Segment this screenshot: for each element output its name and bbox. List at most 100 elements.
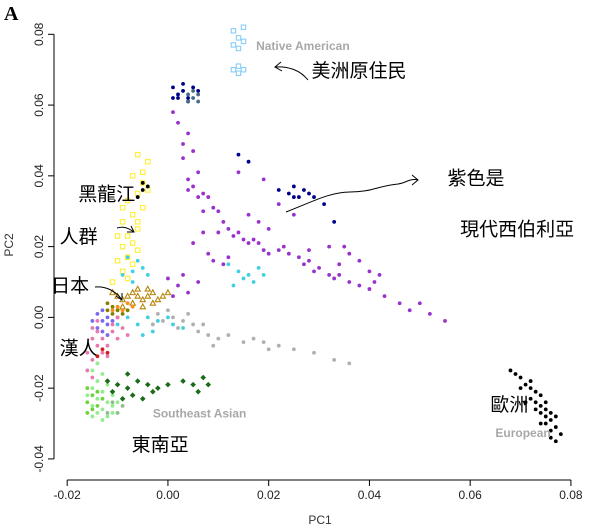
y-tick-label: 0.08: [32, 22, 46, 46]
x-tick-label: -0.02: [54, 488, 82, 502]
data-point: [105, 301, 110, 306]
data-point: [302, 188, 306, 192]
point-group: [105, 400, 125, 415]
data-point: [276, 248, 281, 253]
data-point: [181, 81, 185, 86]
data-point: [312, 195, 316, 199]
data-point: [95, 379, 100, 383]
data-point: [129, 261, 136, 268]
y-tick-label: -0.04: [32, 445, 46, 473]
data-point: [129, 392, 136, 399]
data-point: [164, 288, 172, 296]
data-point: [171, 315, 175, 320]
data-point: [90, 386, 95, 391]
data-point: [134, 226, 141, 232]
data-point: [543, 407, 548, 412]
data-point: [357, 283, 362, 288]
data-point: [105, 315, 110, 320]
data-point: [124, 385, 131, 391]
data-point: [129, 299, 137, 306]
data-point: [166, 276, 170, 281]
data-point: [124, 197, 131, 204]
data-point: [176, 326, 180, 330]
data-point: [327, 273, 332, 277]
data-point: [307, 258, 311, 263]
data-point: [105, 400, 110, 405]
data-point: [171, 96, 175, 100]
annotation-label: 漢人: [60, 338, 98, 360]
data-point: [533, 407, 538, 412]
data-point: [95, 343, 100, 348]
data-point: [200, 374, 206, 381]
data-point: [120, 403, 125, 408]
data-point: [523, 400, 528, 405]
data-point: [332, 357, 337, 362]
data-point: [523, 382, 528, 387]
data-point: [226, 333, 231, 337]
data-point: [518, 386, 523, 391]
data-point: [171, 85, 175, 90]
data-point: [114, 258, 121, 264]
data-point: [558, 432, 563, 437]
data-point: [181, 319, 185, 323]
point-group: [115, 255, 266, 337]
data-point: [95, 326, 100, 330]
data-point: [241, 237, 246, 242]
data-point: [246, 273, 251, 277]
data-point: [533, 389, 538, 394]
data-point: [246, 212, 251, 217]
data-point: [286, 251, 291, 256]
data-point: [322, 202, 326, 207]
data-point: [357, 258, 362, 263]
data-point: [281, 244, 286, 249]
data-point: [134, 378, 141, 384]
data-point: [367, 269, 372, 274]
data-point: [240, 24, 247, 30]
y-tick-label: 0.02: [32, 235, 46, 259]
data-point: [196, 195, 201, 199]
data-point: [140, 265, 145, 270]
data-point: [181, 156, 185, 161]
data-point: [135, 258, 140, 263]
data-point: [235, 63, 242, 69]
data-point: [186, 311, 190, 316]
data-point: [443, 319, 447, 323]
data-point: [276, 188, 281, 192]
data-point: [181, 326, 185, 330]
point-group: [90, 308, 115, 337]
data-point: [191, 85, 196, 90]
data-point: [286, 191, 291, 196]
data-point: [90, 326, 95, 330]
data-point: [90, 319, 95, 323]
data-point: [240, 66, 247, 73]
data-point: [397, 301, 402, 306]
x-tick-label: 0.04: [358, 488, 382, 502]
point-group: [230, 24, 247, 76]
data-point: [347, 280, 352, 284]
x-tick-label: 0.02: [257, 488, 281, 502]
data-point: [135, 322, 140, 327]
data-point: [105, 333, 110, 337]
data-point: [144, 292, 152, 299]
data-point: [256, 219, 261, 224]
data-point: [130, 269, 135, 274]
data-point: [528, 379, 533, 383]
data-point: [181, 89, 185, 93]
data-point: [181, 142, 185, 146]
data-point: [382, 294, 387, 299]
data-point: [100, 389, 105, 394]
data-point: [140, 333, 145, 337]
data-point: [124, 371, 131, 377]
data-point: [302, 262, 306, 267]
data-point: [538, 403, 543, 408]
data-point: [508, 368, 513, 373]
data-point: [176, 120, 180, 125]
arrowhead-heilongjiang: [127, 225, 135, 233]
data-point: [109, 279, 116, 285]
data-point: [297, 195, 301, 199]
data-point: [191, 149, 196, 153]
data-point: [266, 227, 271, 231]
data-point: [100, 407, 105, 412]
data-point: [337, 273, 342, 277]
data-point: [90, 357, 95, 362]
